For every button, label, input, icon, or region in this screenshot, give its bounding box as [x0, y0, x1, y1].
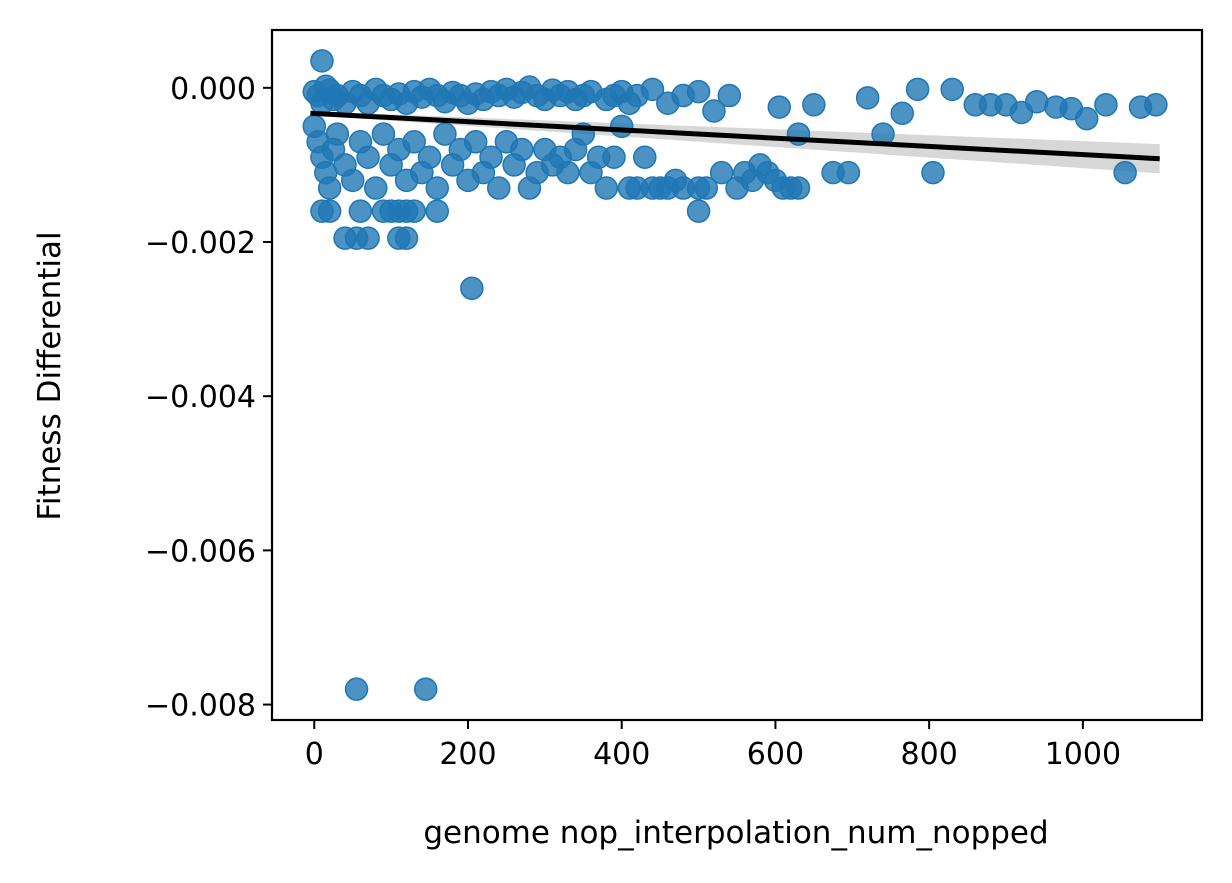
data-point — [633, 145, 657, 169]
x-axis-label: genome nop_interpolation_num_nopped — [423, 815, 1048, 851]
data-point — [686, 79, 711, 104]
data-point — [940, 77, 964, 102]
data-point — [413, 677, 438, 701]
data-point — [905, 77, 930, 102]
data-point — [702, 99, 726, 123]
data-point — [479, 145, 503, 169]
data-point — [921, 160, 945, 185]
x-tick-label: 800 — [901, 737, 958, 772]
x-tick-label: 200 — [439, 737, 496, 772]
data-point — [460, 276, 484, 301]
data-point — [486, 176, 511, 200]
x-tick-label: 600 — [747, 737, 804, 772]
data-point — [310, 49, 334, 73]
data-point — [556, 160, 580, 185]
data-point — [325, 122, 350, 146]
data-point — [402, 199, 426, 223]
data-point — [463, 130, 488, 154]
data-point — [709, 160, 734, 185]
data-point — [364, 176, 388, 200]
data-point — [602, 145, 626, 169]
y-tick-label: 0.000 — [170, 72, 256, 107]
data-point — [425, 199, 449, 223]
data-point — [1144, 93, 1168, 117]
data-point — [356, 226, 380, 250]
y-tick-label: −0.006 — [145, 534, 256, 569]
y-axis-label: Fitness Differential — [32, 231, 68, 520]
data-point — [767, 95, 792, 119]
data-point — [1094, 93, 1118, 117]
data-point — [394, 226, 419, 250]
data-point — [717, 83, 742, 108]
data-point — [317, 199, 342, 223]
x-ticks-group: 0 200 400 600 800 1000 — [305, 720, 1121, 772]
data-point — [594, 176, 619, 200]
data-point — [786, 176, 811, 200]
plot-frame — [270, 28, 1204, 722]
data-point — [417, 145, 442, 169]
x-tick-label: 1000 — [1045, 737, 1121, 772]
y-tick-label: −0.004 — [145, 380, 256, 415]
regression-line-group — [310, 110, 1160, 162]
y-ticks-group: 0.000 −0.002 −0.004 −0.006 −0.008 — [145, 72, 272, 724]
data-point — [694, 176, 719, 200]
data-point — [344, 677, 369, 701]
data-point — [340, 168, 365, 193]
data-point — [425, 176, 449, 200]
data-point — [356, 145, 380, 169]
x-tick-label: 400 — [593, 737, 650, 772]
data-point — [1074, 106, 1099, 131]
data-point — [510, 137, 534, 162]
data-point — [433, 122, 457, 146]
data-point — [609, 114, 634, 139]
data-point — [802, 93, 826, 117]
data-point — [371, 122, 396, 146]
regression-line — [310, 110, 1160, 162]
data-point — [890, 101, 914, 126]
data-point — [855, 86, 880, 110]
data-point — [836, 160, 861, 185]
y-tick-label: −0.008 — [145, 689, 256, 724]
x-tick-label: 0 — [305, 737, 324, 772]
data-point — [348, 199, 373, 223]
data-point — [640, 77, 665, 102]
points-group — [302, 49, 1168, 701]
data-point — [402, 130, 426, 154]
y-tick-label: −0.002 — [145, 226, 256, 261]
data-point — [686, 199, 711, 223]
data-point — [1113, 160, 1137, 185]
data-point — [317, 176, 342, 200]
